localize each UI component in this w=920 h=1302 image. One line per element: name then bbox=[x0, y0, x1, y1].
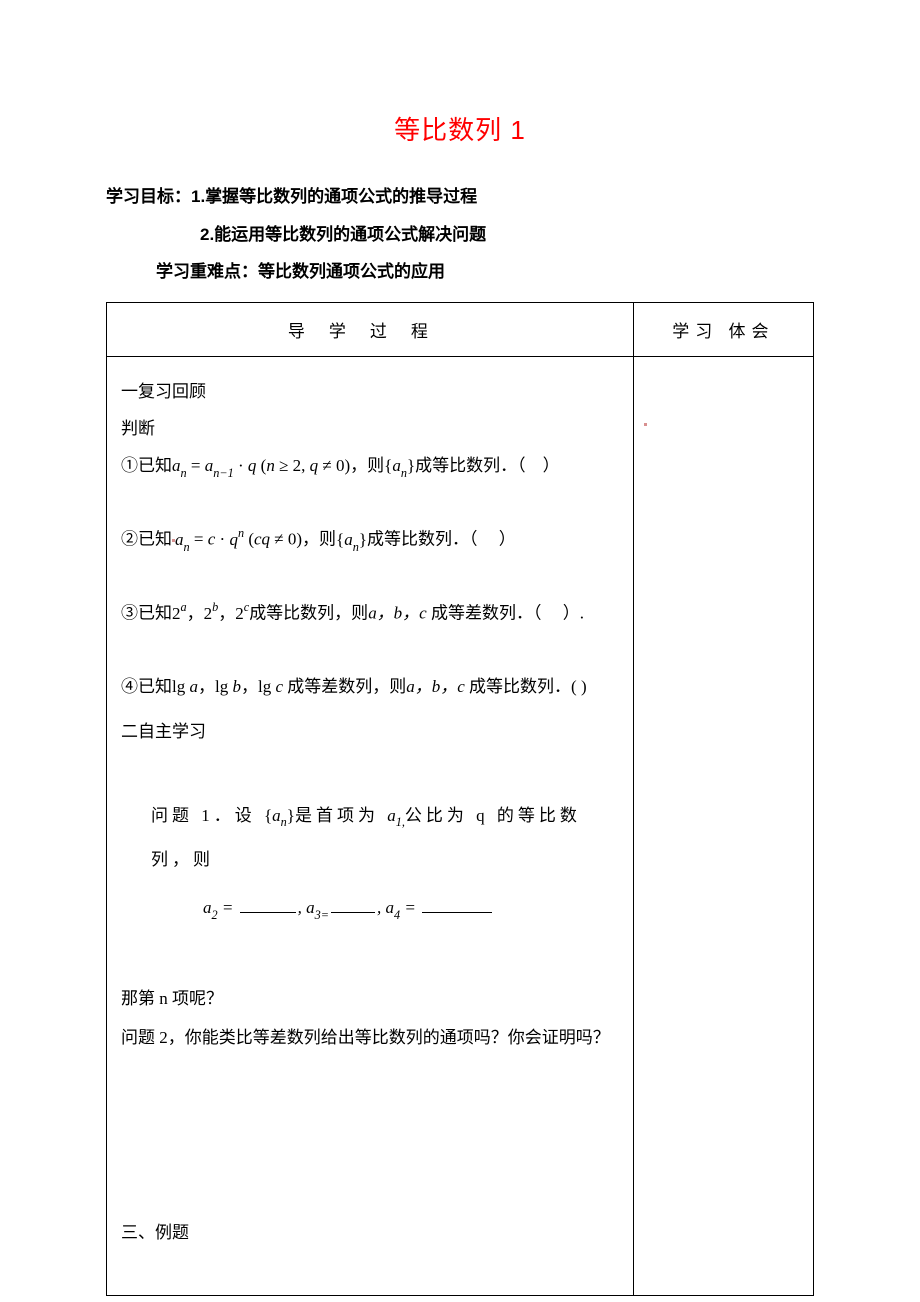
item4-mid1: 成等差数列，则 bbox=[283, 677, 406, 696]
section-review-title: 一复习回顾 bbox=[121, 375, 619, 410]
q1-a4: , a4 = bbox=[377, 898, 420, 917]
q1-set: an bbox=[264, 806, 295, 825]
item1-suffix: 成等比数列．（ ） bbox=[415, 456, 560, 475]
item3-terms: 2a，2b，2c bbox=[172, 604, 249, 623]
blank-a3 bbox=[331, 896, 375, 913]
q1-text1: 是首项为 bbox=[295, 806, 379, 825]
page-title: 等比数列 1 bbox=[106, 110, 814, 147]
q1-equation: a2 = , a3= , a4 = bbox=[151, 886, 619, 930]
judge-item-3: ③已知2a，2b，2c成等比数列，则a，b，c 成等差数列．（ ）. bbox=[121, 596, 619, 632]
item2-set: an bbox=[336, 530, 367, 549]
nth-term-question: 那第 n 项呢？ bbox=[121, 982, 619, 1017]
item4-prefix: ④已知 bbox=[121, 677, 172, 696]
judge-label: 判断 bbox=[121, 412, 619, 447]
item3-suffix: 成等差数列．（ ）. bbox=[431, 604, 584, 623]
goal-item-1: 1.掌握等比数列的通项公式的推导过程 bbox=[191, 187, 477, 206]
judge-item-4: ④已知lg a，lg b，lg c 成等差数列，则a，b，c 成等比数列．( ) bbox=[121, 670, 619, 705]
item1-formula: an = an−1 · q (n ≥ 2, q ≠ 0) bbox=[172, 456, 350, 475]
goal-line-2: 2.能运用等比数列的通项公式解决问题 bbox=[106, 217, 814, 253]
section-examples-title: 三、例题 bbox=[121, 1216, 619, 1251]
notes-cell bbox=[633, 357, 813, 1296]
table-body-row: 一复习回顾 判断 ①已知an = an−1 · q (n ≥ 2, q ≠ 0)… bbox=[107, 357, 814, 1296]
item1-prefix: ①已知 bbox=[121, 456, 172, 475]
q1-label: 问题 1．设 bbox=[151, 806, 256, 825]
item4-suffix: 成等比数列．( ) bbox=[469, 677, 587, 696]
item1-mid: ，则 bbox=[350, 456, 384, 475]
goal-line-1: 学习目标：1.掌握等比数列的通项公式的推导过程 bbox=[106, 179, 814, 215]
question-1: 问题 1．设 an是首项为 a1,公比为 q 的等比数列，则 a2 = , a3… bbox=[121, 794, 619, 931]
item2-formula: an = c · qn (cq ≠ 0) bbox=[175, 530, 302, 549]
keypoint-line: 学习重难点：等比数列通项公式的应用 bbox=[106, 254, 814, 290]
blank-a2 bbox=[240, 896, 296, 913]
section-self-study-title: 二自主学习 bbox=[121, 715, 619, 750]
item3-mid1: 成等比数列，则 bbox=[249, 604, 368, 623]
q1-a2: a2 = bbox=[203, 898, 238, 917]
main-table: 导学过程 学习 体会 一复习回顾 判断 ①已知an = an−1 · q (n … bbox=[106, 302, 814, 1296]
q1-a1: a1, bbox=[387, 806, 405, 825]
judge-item-2: ②已知an = c · qn (cq ≠ 0)，则an成等比数列．（ ） bbox=[121, 522, 619, 558]
item4-vars: a，b，c bbox=[406, 677, 469, 696]
item2-prefix: ②已知 bbox=[121, 530, 172, 549]
goal-item-2: 2.能运用等比数列的通项公式解决问题 bbox=[200, 225, 486, 244]
keypoint-text: 等比数列通项公式的应用 bbox=[258, 262, 445, 281]
item2-suffix: 成等比数列．（ ） bbox=[367, 530, 516, 549]
question-2: 问题 2，你能类比等差数列给出等比数列的通项吗？你会证明吗？ bbox=[121, 1021, 619, 1056]
header-notes: 学习 体会 bbox=[633, 303, 813, 357]
item3-prefix: ③已知 bbox=[121, 604, 172, 623]
q1-a3: , a3= bbox=[298, 898, 329, 917]
spacer bbox=[121, 1056, 619, 1216]
keypoint-label: 学习重难点： bbox=[156, 262, 258, 281]
item1-set: an bbox=[384, 456, 415, 475]
item3-vars: a，b，c bbox=[368, 604, 431, 623]
content-cell: 一复习回顾 判断 ①已知an = an−1 · q (n ≥ 2, q ≠ 0)… bbox=[107, 357, 634, 1296]
table-header-row: 导学过程 学习 体会 bbox=[107, 303, 814, 357]
blank-a4 bbox=[422, 896, 492, 913]
item4-terms: lg a，lg b，lg c bbox=[172, 677, 283, 696]
goals-label: 学习目标： bbox=[106, 187, 191, 206]
item2-mid: ，则 bbox=[302, 530, 336, 549]
decorative-dot-icon bbox=[644, 423, 647, 426]
judge-item-1: ①已知an = an−1 · q (n ≥ 2, q ≠ 0)，则an成等比数列… bbox=[121, 449, 619, 484]
learning-goals: 学习目标：1.掌握等比数列的通项公式的推导过程 2.能运用等比数列的通项公式解决… bbox=[106, 179, 814, 290]
header-process: 导学过程 bbox=[107, 303, 634, 357]
